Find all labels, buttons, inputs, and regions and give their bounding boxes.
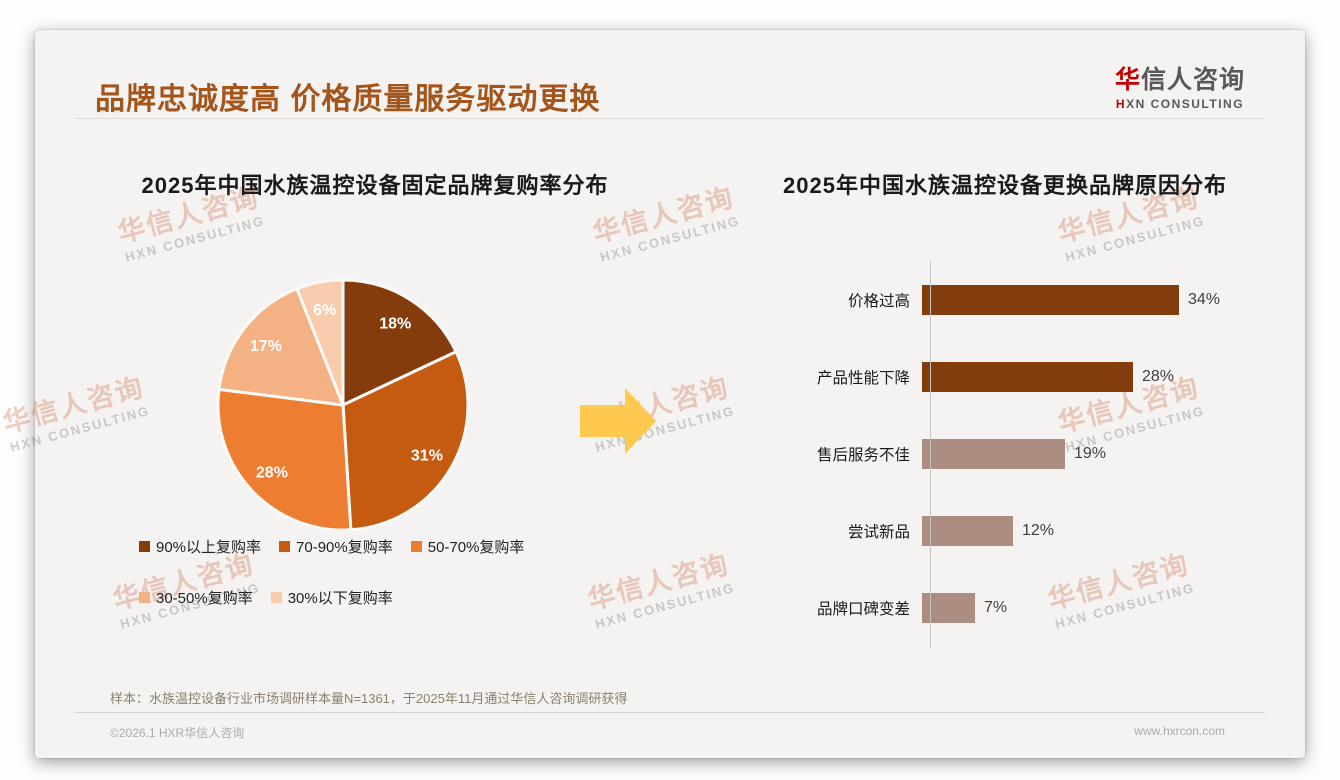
bar-area: 34%: [922, 284, 1295, 315]
legend-item: 90%以上复购率: [139, 536, 261, 557]
legend-item: 30%以下复购率: [270, 587, 393, 608]
bar-chart-axis-line: [930, 261, 931, 648]
copyright-text: ©2026.1 HXR华信人咨询: [110, 726, 245, 740]
bar: [922, 515, 1013, 546]
bar-category-label: 售后服务不佳: [816, 446, 910, 464]
pie-slice: [341, 350, 470, 532]
pie-slice: [295, 278, 345, 407]
pie-chart-title: 2025年中国水族温控设备固定品牌复购率分布: [141, 173, 609, 198]
legend-marker: [139, 592, 150, 603]
bar: [922, 438, 1065, 469]
pie-slice: [217, 287, 345, 407]
bar-category-label: 价格过高: [847, 292, 910, 310]
logo-cn-rest: 信人咨询: [1140, 66, 1245, 94]
pie-data-label: 18%: [379, 316, 411, 333]
bar: [922, 284, 1179, 315]
legend-marker: [270, 592, 282, 603]
company-logo: 华信人咨询 HXN CONSULTING: [1115, 60, 1245, 111]
bar-row: 价格过高 34%: [770, 261, 1295, 338]
sample-footnote: 样本：水族温控设备行业市场调研样本量N=1361，于2025年11月通过华信人咨…: [110, 691, 628, 706]
pie-data-label: 31%: [411, 448, 443, 465]
footer-divider: [75, 712, 1265, 713]
logo-en-red-char: H: [1115, 97, 1127, 111]
legend-marker: [279, 541, 291, 552]
legend-marker: [410, 541, 422, 552]
bar-row: 尝试新品 12%: [770, 492, 1295, 569]
bar-value-label: 28%: [1142, 367, 1175, 385]
bar-value-label: 7%: [984, 598, 1008, 616]
bar-area: 12%: [922, 515, 1295, 546]
legend-label: 70-90%复购率: [296, 539, 393, 556]
pie-legend: 90%以上复购率 70-90%复购率 50-70%复购率 30-50%复购率 30%以下…: [139, 536, 619, 638]
pie-data-label: 6%: [313, 302, 336, 319]
bar-category-label: 品牌口碑变差: [816, 600, 910, 618]
pie-slice: [341, 278, 458, 407]
right-arrow-icon: [580, 382, 658, 460]
bar-value-label: 19%: [1074, 444, 1107, 462]
legend-item: 70-90%复购率: [279, 536, 393, 557]
bar-category-label: 尝试新品: [847, 523, 910, 541]
bar-chart-title: 2025年中国水族温控设备更换品牌原因分布: [783, 173, 1227, 198]
legend-row: 90%以上复购率 70-90%复购率 50-70%复购率: [139, 536, 619, 557]
page-title: 品牌忠诚度高 价格质量服务驱动更换: [95, 83, 601, 116]
bar-row: 售后服务不佳 19%: [770, 415, 1295, 492]
pie-data-label: 17%: [250, 338, 282, 355]
bar-value-label: 34%: [1188, 290, 1221, 308]
pie-data-label: 28%: [256, 465, 288, 482]
legend-item: 50-70%复购率: [410, 536, 525, 557]
bar-area: 19%: [922, 438, 1295, 469]
bar-category-label: 产品性能下降: [816, 369, 910, 387]
legend-item: 30-50%复购率: [139, 587, 253, 608]
header-divider: [75, 118, 1265, 119]
legend-row: 30-50%复购率 30%以下复购率: [139, 587, 619, 608]
website-text: www.hxrcon.com: [1134, 724, 1225, 738]
bar-row: 品牌口碑变差 7%: [770, 569, 1295, 646]
logo-chinese-name: 华信人咨询: [1115, 60, 1245, 96]
bar-value-label: 12%: [1022, 521, 1055, 539]
bar-chart: 价格过高 34% 产品性能下降 28% 售后服务不佳 19% 尝试新品 12% 品牌口碑变差 7%: [770, 261, 1295, 648]
legend-label: 50-70%复购率: [427, 539, 525, 556]
pie-slice: [216, 387, 353, 532]
legend-marker: [139, 541, 150, 552]
bar-area: 7%: [922, 592, 1295, 623]
bar: [922, 361, 1133, 392]
slide-card: 华信人咨询 HXN CONSULTING 华信人咨询 HXN CONSULTING 华信…: [0, 30, 1305, 758]
legend-label: 90%以上复购率: [156, 539, 262, 556]
bar-row: 产品性能下降 28%: [770, 338, 1295, 415]
logo-en-rest: XN CONSULTING: [1126, 97, 1245, 111]
bar-area: 28%: [922, 361, 1295, 392]
legend-label: 30%以下复购率: [287, 590, 393, 607]
legend-label: 30-50%复购率: [156, 590, 253, 607]
logo-english-name: HXN CONSULTING: [1115, 97, 1245, 111]
logo-cn-red-char: 华: [1114, 66, 1141, 94]
pie-chart: 18% 31% 28% 17% 6%: [208, 270, 478, 540]
